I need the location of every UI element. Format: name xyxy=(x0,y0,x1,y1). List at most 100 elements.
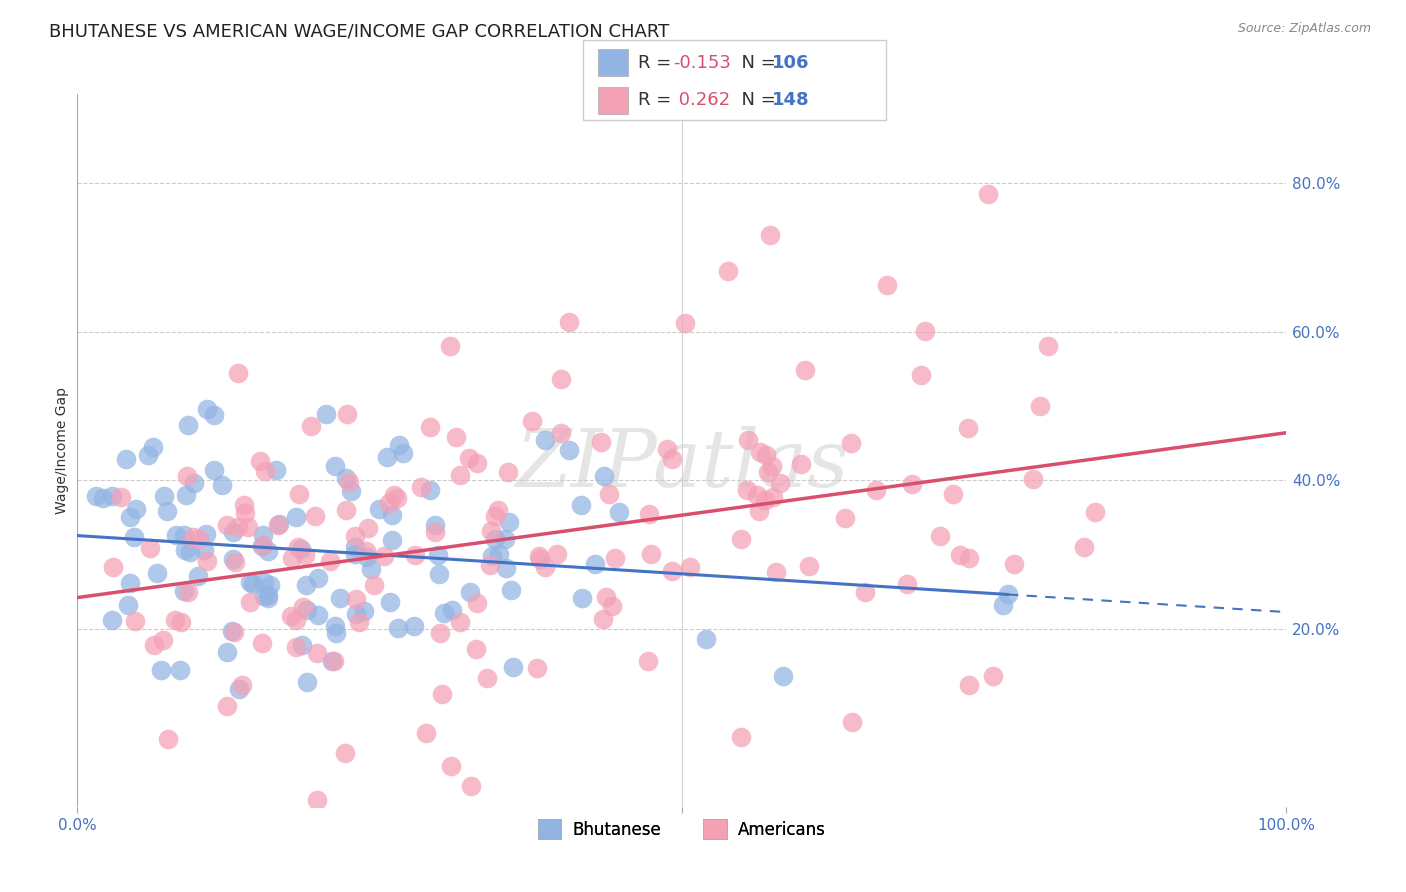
Point xyxy=(295,675,318,690)
Text: R =: R = xyxy=(638,54,678,71)
Point xyxy=(839,436,862,450)
Point xyxy=(486,503,509,517)
Point xyxy=(419,483,441,498)
Point xyxy=(239,595,262,609)
Point xyxy=(363,577,385,591)
Point xyxy=(335,746,357,760)
Point xyxy=(522,413,544,427)
Point xyxy=(418,420,440,434)
Point xyxy=(550,425,572,440)
Point xyxy=(425,518,447,533)
Point xyxy=(202,409,225,423)
Point xyxy=(745,488,768,502)
Point xyxy=(224,624,246,639)
Point xyxy=(138,541,160,555)
Point xyxy=(267,516,290,531)
Point xyxy=(285,509,308,524)
Point xyxy=(287,540,309,554)
Point xyxy=(759,228,782,243)
Point xyxy=(173,583,195,598)
Point xyxy=(321,654,343,668)
Point xyxy=(288,487,311,501)
Point xyxy=(195,402,218,417)
Point xyxy=(378,595,401,609)
Point xyxy=(404,548,426,562)
Point xyxy=(910,368,932,382)
Point xyxy=(307,607,329,622)
Point xyxy=(375,450,398,464)
Point xyxy=(481,549,503,563)
Point xyxy=(343,541,366,555)
Point xyxy=(929,529,952,543)
Point xyxy=(136,448,159,462)
Point xyxy=(335,503,357,517)
Point xyxy=(717,264,740,278)
Point xyxy=(433,606,456,620)
Point xyxy=(120,509,142,524)
Text: BHUTANESE VS AMERICAN WAGE/INCOME GAP CORRELATION CHART: BHUTANESE VS AMERICAN WAGE/INCOME GAP CO… xyxy=(49,22,669,40)
Point xyxy=(772,669,794,683)
Point xyxy=(368,502,391,516)
Point xyxy=(307,571,329,585)
Point xyxy=(242,576,264,591)
Point xyxy=(977,186,1000,201)
Point xyxy=(177,585,200,599)
Point xyxy=(381,508,404,523)
Point xyxy=(730,730,752,744)
Text: -0.153: -0.153 xyxy=(673,54,731,71)
Point xyxy=(465,456,488,470)
Point xyxy=(252,528,274,542)
Point xyxy=(388,438,411,452)
Point xyxy=(239,575,262,590)
Text: Source: ZipAtlas.com: Source: ZipAtlas.com xyxy=(1237,22,1371,36)
Point xyxy=(337,475,360,490)
Legend: Bhutanese, Americans: Bhutanese, Americans xyxy=(531,813,832,846)
Y-axis label: Wage/Income Gap: Wage/Income Gap xyxy=(55,387,69,514)
Point xyxy=(957,550,980,565)
Point xyxy=(391,446,413,460)
Point xyxy=(222,524,245,539)
Point xyxy=(661,564,683,578)
Point xyxy=(460,779,482,793)
Point xyxy=(253,574,276,589)
Point xyxy=(593,468,616,483)
Point xyxy=(103,560,125,574)
Point xyxy=(661,451,683,466)
Point xyxy=(498,516,520,530)
Point xyxy=(319,554,342,568)
Point xyxy=(1021,472,1043,486)
Text: 106: 106 xyxy=(772,54,810,71)
Point xyxy=(761,458,783,473)
Point xyxy=(221,624,243,639)
Point xyxy=(526,661,548,675)
Point xyxy=(259,577,281,591)
Point xyxy=(607,506,630,520)
Point xyxy=(173,528,195,542)
Point xyxy=(495,561,517,575)
Point xyxy=(285,640,308,654)
Point xyxy=(748,504,770,518)
Point xyxy=(253,464,276,478)
Point xyxy=(335,471,357,485)
Point xyxy=(264,463,287,477)
Point xyxy=(153,490,176,504)
Point xyxy=(439,339,461,353)
Point xyxy=(373,549,395,563)
Point xyxy=(769,475,792,490)
Point xyxy=(900,477,922,491)
Point xyxy=(211,478,233,492)
Point xyxy=(377,496,399,510)
Point xyxy=(675,316,697,330)
Point xyxy=(415,725,437,739)
Point xyxy=(360,561,382,575)
Point xyxy=(101,489,124,503)
Point xyxy=(226,520,249,534)
Point xyxy=(914,324,936,338)
Point xyxy=(790,457,813,471)
Point xyxy=(853,584,876,599)
Point xyxy=(176,488,198,502)
Point xyxy=(425,525,447,540)
Text: R =: R = xyxy=(638,91,678,110)
Point xyxy=(115,452,138,467)
Point xyxy=(165,527,187,541)
